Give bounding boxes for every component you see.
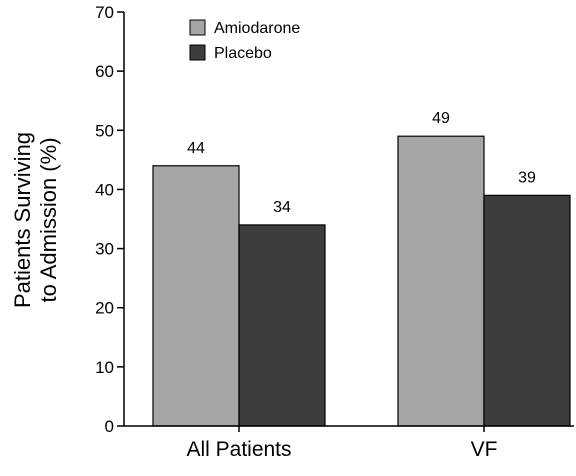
y-tick-label: 30 <box>95 240 114 259</box>
bars: 44 49 34 39 <box>152 110 571 427</box>
bar-placebo-1 <box>483 194 571 427</box>
bar-amiodarone-1 <box>397 135 485 427</box>
data-label: 49 <box>432 110 450 127</box>
legend-swatch <box>189 19 206 36</box>
y-tick-label: 20 <box>95 299 114 318</box>
bar-amiodarone-0 <box>152 165 240 427</box>
y-tick-label: 70 <box>95 3 114 22</box>
x-tick-label: VF <box>471 438 498 461</box>
y-tick-label: 10 <box>95 358 114 377</box>
data-label: 39 <box>518 169 536 186</box>
y-axis-title: Patients Surviving to Admission (%) <box>10 132 61 308</box>
legend-label: Amiodarone <box>214 20 300 37</box>
legend: Amiodarone Placebo <box>189 19 300 62</box>
y-axis-title-line-1: Patients Surviving <box>10 132 35 308</box>
y-axis: 0 10 20 30 40 50 60 70 <box>95 3 125 436</box>
y-tick-label: 50 <box>95 121 114 140</box>
data-label: 34 <box>273 199 291 216</box>
bar-placebo-0 <box>238 224 326 427</box>
legend-label: Placebo <box>214 45 272 62</box>
y-tick-label: 40 <box>95 180 114 199</box>
legend-swatch <box>189 44 206 61</box>
y-tick-label: 60 <box>95 62 114 81</box>
x-axis: All Patients VF <box>124 425 574 461</box>
x-tick-label: All Patients <box>186 438 291 461</box>
data-label: 44 <box>187 140 205 157</box>
y-tick-label: 0 <box>105 417 114 436</box>
y-axis-title-line-2: to Admission (%) <box>36 137 61 302</box>
